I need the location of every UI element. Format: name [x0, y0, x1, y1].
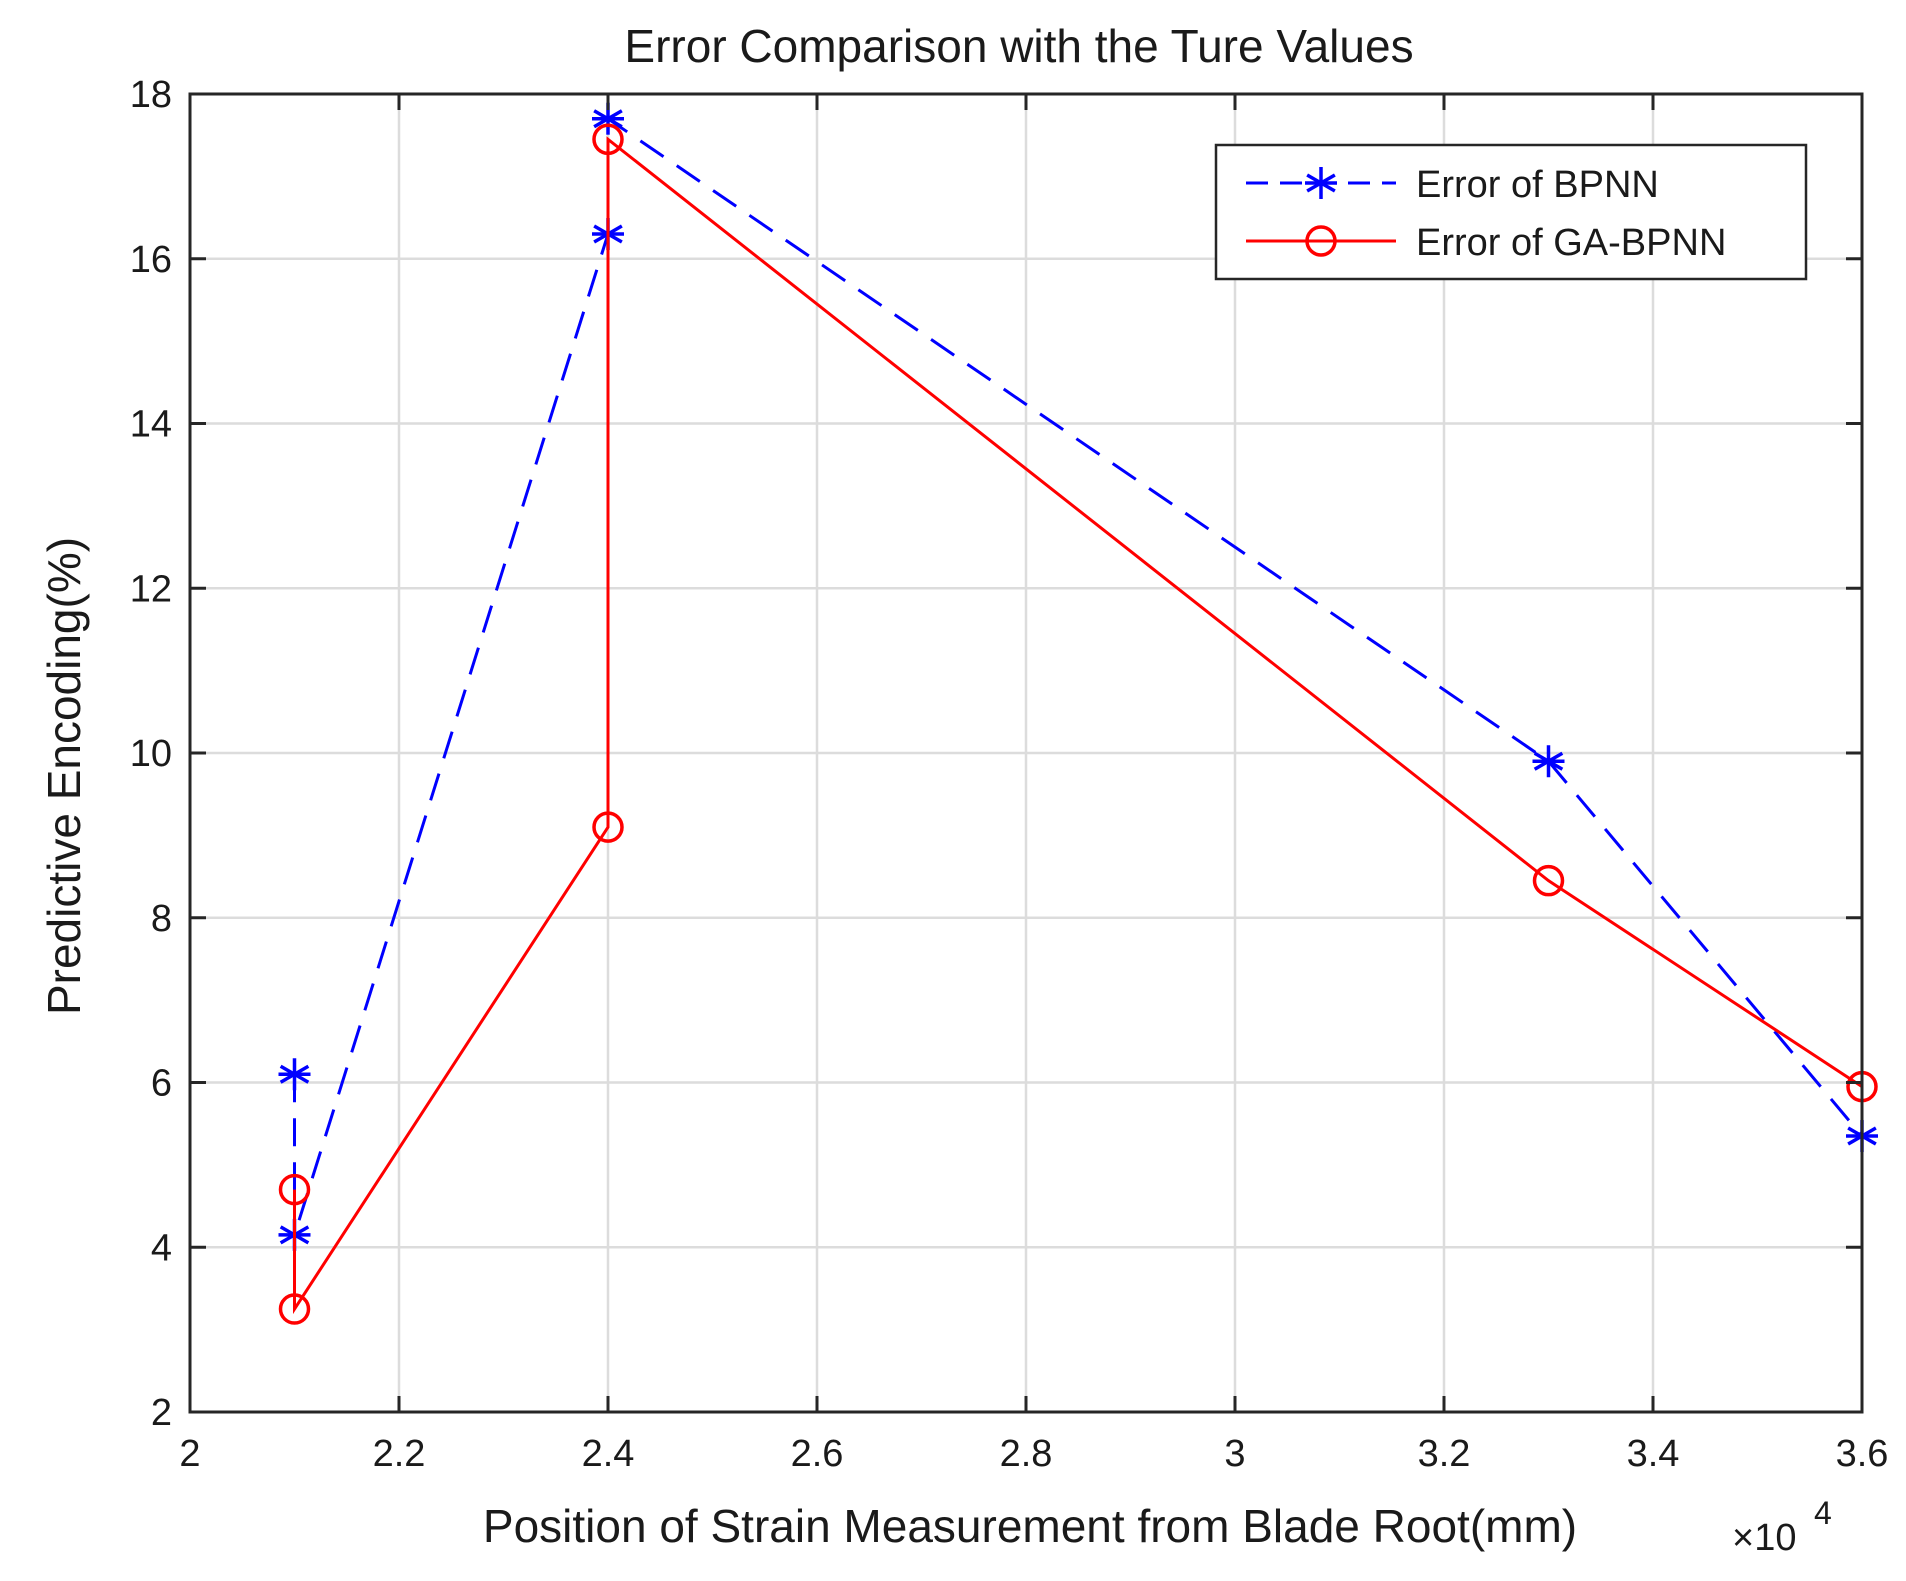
series-line-error-of-ga-bpnn	[293, 136, 1863, 1315]
x-tick-label: 2.8	[1000, 1433, 1053, 1475]
y-tick-label: 2	[151, 1392, 172, 1434]
tick-labels: 2 2.2 2.4 2.6 2.8 3 3.2 3.4 3.6 2 4 6 8 10 12 14 16 18	[130, 74, 1889, 1475]
y-axis-label: Predictive Encoding(%)	[38, 537, 90, 1015]
x-tick-label: 3.6	[1836, 1433, 1889, 1475]
series-layer	[278, 102, 1878, 1325]
data-point-error-of-ga-bpnn	[592, 811, 624, 843]
data-point-error-of-ga-bpnn	[278, 1293, 311, 1325]
x-tick-label: 3.2	[1418, 1433, 1471, 1475]
x-multiplier-exponent: 4	[1814, 1495, 1832, 1531]
legend: Error of BPNN Error of GA-BPNN	[1214, 143, 1808, 281]
x-axis-label: Position of Strain Measurement from Blad…	[483, 1500, 1577, 1552]
y-tick-label: 10	[130, 733, 172, 775]
ticks	[188, 92, 1864, 1414]
x-axis-multiplier: ×10 4	[1732, 1495, 1832, 1559]
legend-marker-symbol	[1305, 167, 1337, 199]
y-tick-label: 6	[151, 1063, 172, 1105]
legend-label-ga-bpnn: Error of GA-BPNN	[1416, 222, 1726, 264]
chart-title: Error Comparison with the Ture Values	[624, 20, 1413, 72]
legend-box	[1214, 143, 1808, 281]
x-tick-label: 2.2	[373, 1433, 426, 1475]
legend-marker-bpnn	[1305, 167, 1337, 199]
data-point-error-of-ga-bpnn	[278, 1173, 311, 1206]
x-tick-label: 3	[1224, 1433, 1245, 1475]
y-tick-label: 16	[130, 239, 172, 281]
legend-label-bpnn: Error of BPNN	[1416, 164, 1659, 206]
data-point-error-of-ga-bpnn	[592, 123, 624, 156]
x-tick-label: 2.4	[582, 1433, 635, 1475]
x-tick-label: 2.6	[791, 1433, 844, 1475]
y-tick-label: 8	[151, 898, 172, 940]
y-tick-label: 14	[130, 404, 172, 446]
data-point-error-of-bpnn	[278, 1058, 311, 1091]
x-tick-label: 3.4	[1627, 1433, 1680, 1475]
data-point-error-of-bpnn	[1532, 745, 1565, 778]
y-tick-label: 12	[130, 568, 172, 610]
legend-marker-ga-bpnn	[1305, 225, 1337, 257]
y-tick-label: 4	[151, 1227, 172, 1269]
legend-marker-symbol	[1305, 225, 1337, 257]
y-tick-label: 18	[130, 74, 172, 116]
x-multiplier-base: ×10	[1732, 1517, 1796, 1559]
data-point-error-of-ga-bpnn	[1532, 864, 1565, 897]
x-tick-label: 2	[179, 1433, 200, 1475]
